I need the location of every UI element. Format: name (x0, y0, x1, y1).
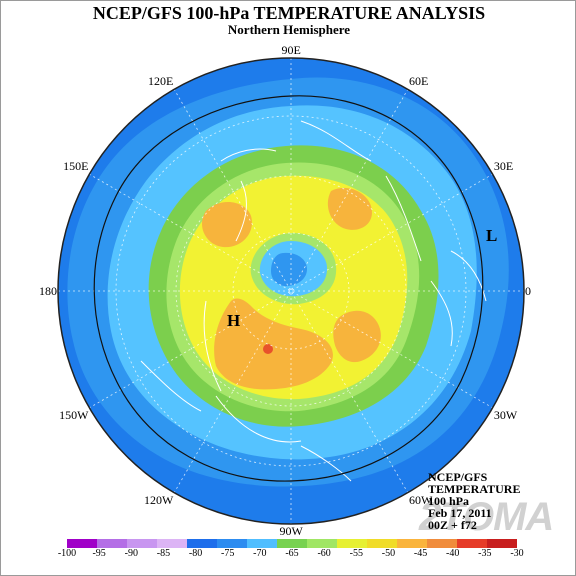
color-bar-tick-label: -60 (317, 548, 331, 559)
color-bar-tick-label: -45 (413, 548, 428, 559)
longitude-label: 90E (281, 43, 301, 57)
color-bar-segment (157, 539, 188, 548)
longitude-label: 180 (39, 283, 57, 298)
color-bar-tick-label: -100 (57, 548, 77, 559)
info-level: 100 hPa (428, 494, 470, 508)
color-bar-segment (337, 539, 368, 548)
map-subtitle: Northern Hemisphere (227, 22, 351, 37)
longitude-label: 30W (493, 408, 518, 422)
orange-region-right (333, 310, 381, 363)
color-bar-segment (247, 539, 278, 548)
warm-spot (263, 344, 273, 354)
color-bar (67, 539, 517, 548)
color-bar-tick-label: -55 (349, 548, 363, 559)
orange-region-top-right (327, 187, 372, 230)
high-pressure-marker: H (227, 311, 241, 330)
longitude-label: 90W (279, 524, 303, 538)
color-bar-tick-label: -75 (221, 548, 235, 559)
orange-region-top (202, 201, 252, 248)
graticule (58, 58, 524, 524)
watermark-logo: 2TOMA (419, 495, 554, 539)
info-source: NCEP/GFS (428, 470, 488, 484)
longitude-label: 150E (63, 159, 89, 173)
longitude-label: 150W (59, 408, 89, 422)
color-bar-segment (217, 539, 248, 548)
color-bar-tick-label: -65 (285, 548, 299, 559)
longitude-label: 30E (493, 159, 514, 173)
info-forecast: 00Z + f72 (428, 518, 477, 532)
color-bar-tick-label: -85 (156, 548, 171, 559)
longitude-label: 120E (148, 74, 174, 89)
color-bar-tick-label: -90 (124, 548, 138, 559)
color-bar-tick-label: -50 (381, 548, 396, 559)
color-bar-tick-label: -70 (253, 548, 267, 559)
color-bar-segment (487, 539, 517, 548)
polar-cold-center (271, 252, 307, 287)
map-title: NCEP/GFS 100-hPa TEMPERATURE ANALYSIS (92, 3, 486, 23)
color-bar-segment (427, 539, 458, 548)
longitude-label: 60W (409, 492, 433, 507)
info-variable: TEMPERATURE (428, 482, 521, 496)
color-bar-segment (277, 539, 308, 548)
longitude-label: 0 (525, 283, 531, 298)
longitude-label: 60E (409, 74, 429, 89)
color-bar-segment (397, 539, 428, 548)
color-bar-tick-label: -80 (188, 548, 203, 559)
color-bar-tick-label: -30 (510, 548, 524, 559)
color-bar-segment (367, 539, 398, 548)
color-bar-segment (67, 539, 98, 548)
low-pressure-marker: L (486, 226, 498, 245)
coastline-land-outline (140, 120, 487, 482)
orange-region-left (214, 298, 333, 390)
color-bar-segment (187, 539, 218, 548)
info-date: Feb 17, 2011 (428, 506, 492, 520)
color-bar-tick-label: -35 (478, 548, 492, 559)
color-bar-segment (97, 539, 128, 548)
color-bar-segment (457, 539, 488, 548)
color-bar-tick-label: -95 (92, 548, 106, 559)
color-bar-tick-label: -40 (446, 548, 460, 559)
color-bar-segment (127, 539, 158, 548)
map-border (57, 57, 525, 525)
longitude-label: 120W (144, 492, 174, 507)
color-bar-segment (307, 539, 338, 548)
contour-line (93, 95, 484, 482)
